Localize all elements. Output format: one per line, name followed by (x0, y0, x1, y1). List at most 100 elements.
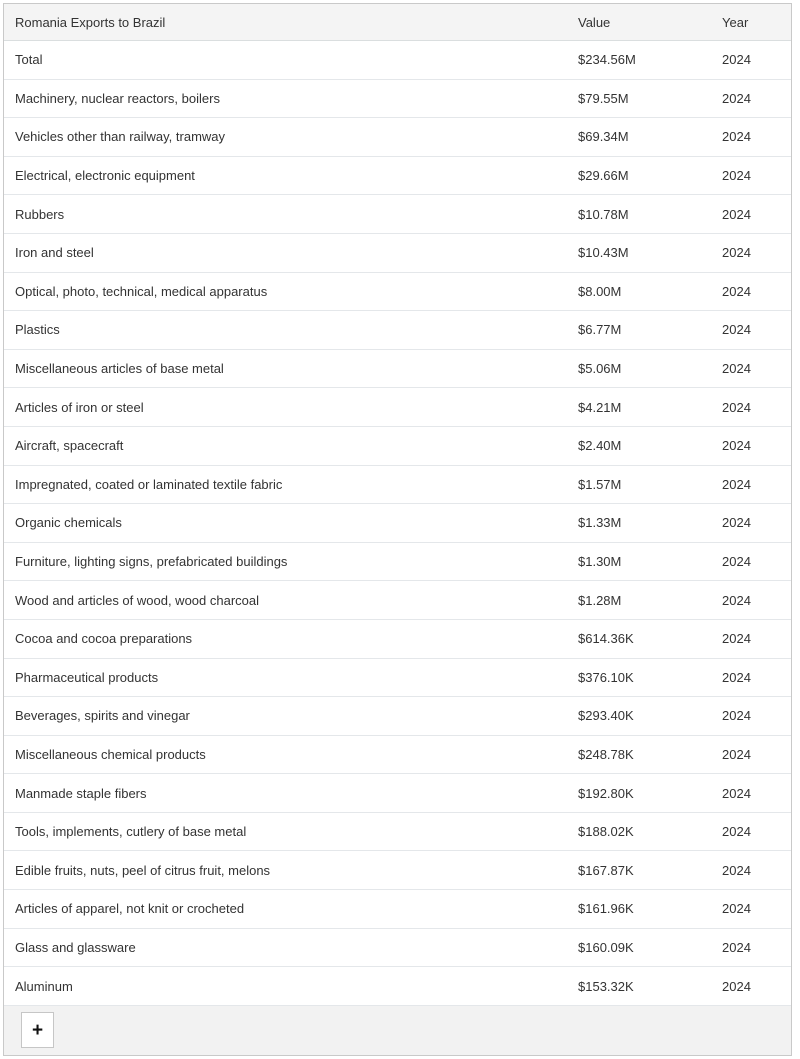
table-row: Machinery, nuclear reactors, boilers $79… (4, 79, 791, 119)
value-cell: $2.40M (578, 438, 622, 454)
product-label: Cocoa and cocoa preparations (15, 631, 193, 647)
product-label: Aluminum (15, 978, 73, 994)
product-label: Wood and articles of wood, wood charcoal (15, 592, 260, 608)
table-row: Impregnated, coated or laminated textile… (4, 465, 791, 505)
value-cell: $1.30M (578, 554, 622, 570)
year-cell: 2024 (722, 631, 751, 647)
year-cell: 2024 (722, 168, 751, 184)
year-cell: 2024 (722, 476, 751, 492)
value-cell: $1.33M (578, 515, 622, 531)
product-label: Articles of iron or steel (15, 399, 144, 415)
value-cell: $188.02K (578, 824, 634, 840)
table-row: Wood and articles of wood, wood charcoal… (4, 581, 791, 620)
value-cell: $8.00M (578, 283, 622, 299)
value-cell: $614.36K (578, 631, 634, 647)
table-row: Furniture, lighting signs, prefabricated… (4, 542, 791, 582)
table-row: Plastics $6.77M 2024 (4, 311, 791, 350)
table-row: Electrical, electronic equipment $29.66M… (4, 156, 791, 196)
year-cell: 2024 (722, 438, 751, 454)
product-label: Aircraft, spacecraft (15, 438, 124, 454)
year-cell: 2024 (722, 901, 751, 917)
table-title: Romania Exports to Brazil (15, 14, 166, 30)
year-cell: 2024 (722, 785, 751, 801)
value-cell: $5.06M (578, 361, 622, 377)
table-row: Aircraft, spacecraft $2.40M 2024 (4, 426, 791, 466)
column-header-value: Value (578, 14, 611, 30)
year-cell: 2024 (722, 52, 751, 68)
product-label: Optical, photo, technical, medical appar… (15, 283, 268, 299)
table-row: Optical, photo, technical, medical appar… (4, 272, 791, 312)
table-row: Manmade staple fibers $192.80K 2024 (4, 774, 791, 813)
table-footer: + (4, 1005, 791, 1055)
product-label: Manmade staple fibers (15, 785, 147, 801)
product-label: Beverages, spirits and vinegar (15, 708, 190, 724)
year-cell: 2024 (722, 554, 751, 570)
value-cell: $192.80K (578, 785, 634, 801)
table-row: Aluminum $153.32K 2024 (4, 967, 791, 1006)
value-cell: $10.78M (578, 206, 629, 222)
table-row: Iron and steel $10.43M 2024 (4, 233, 791, 273)
value-cell: $1.57M (578, 476, 622, 492)
year-cell: 2024 (722, 129, 751, 145)
year-cell: 2024 (722, 245, 751, 261)
product-label: Vehicles other than railway, tramway (15, 129, 226, 145)
product-label: Total (15, 52, 43, 68)
table-row: Miscellaneous chemical products $248.78K… (4, 735, 791, 775)
product-label: Furniture, lighting signs, prefabricated… (15, 554, 288, 570)
year-cell: 2024 (722, 746, 751, 762)
value-cell: $29.66M (578, 168, 629, 184)
table-row: Glass and glassware $160.09K 2024 (4, 928, 791, 968)
product-label: Plastics (15, 322, 60, 338)
year-cell: 2024 (722, 592, 751, 608)
year-cell: 2024 (722, 515, 751, 531)
table-row: Articles of apparel, not knit or crochet… (4, 890, 791, 929)
value-cell: $4.21M (578, 399, 622, 415)
product-label: Machinery, nuclear reactors, boilers (15, 90, 220, 106)
product-label: Tools, implements, cutlery of base metal (15, 824, 247, 840)
table-row: Cocoa and cocoa preparations $614.36K 20… (4, 619, 791, 659)
product-label: Articles of apparel, not knit or crochet… (15, 901, 245, 917)
product-label: Rubbers (15, 206, 65, 222)
value-cell: $293.40K (578, 708, 634, 724)
table-row: Vehicles other than railway, tramway $69… (4, 118, 791, 157)
year-cell: 2024 (722, 206, 751, 222)
product-label: Organic chemicals (15, 515, 122, 531)
product-label: Edible fruits, nuts, peel of citrus frui… (15, 862, 271, 878)
product-label: Pharmaceutical products (15, 669, 159, 685)
table-row: Articles of iron or steel $4.21M 2024 (4, 388, 791, 427)
year-cell: 2024 (722, 939, 751, 955)
column-header-year: Year (722, 14, 749, 30)
year-cell: 2024 (722, 824, 751, 840)
product-label: Miscellaneous chemical products (15, 746, 206, 762)
year-cell: 2024 (722, 978, 751, 994)
year-cell: 2024 (722, 862, 751, 878)
value-cell: $79.55M (578, 90, 629, 106)
year-cell: 2024 (722, 399, 751, 415)
year-cell: 2024 (722, 322, 751, 338)
product-label: Glass and glassware (15, 939, 136, 955)
product-label: Iron and steel (15, 245, 94, 261)
value-cell: $234.56M (578, 52, 636, 68)
year-cell: 2024 (722, 90, 751, 106)
table-row: Tools, implements, cutlery of base metal… (4, 812, 791, 852)
table-header-row: Romania Exports to Brazil Value Year (4, 4, 791, 41)
value-cell: $10.43M (578, 245, 629, 261)
year-cell: 2024 (722, 361, 751, 377)
table-row: Edible fruits, nuts, peel of citrus frui… (4, 851, 791, 891)
value-cell: $376.10K (578, 669, 634, 685)
value-cell: $69.34M (578, 129, 629, 145)
table-row: Rubbers $10.78M 2024 (4, 195, 791, 234)
value-cell: $6.77M (578, 322, 622, 338)
table-row: Miscellaneous articles of base metal $5.… (4, 349, 791, 389)
table-row: Organic chemicals $1.33M 2024 (4, 504, 791, 543)
table-row: Pharmaceutical products $376.10K 2024 (4, 658, 791, 698)
value-cell: $1.28M (578, 592, 622, 608)
add-button[interactable]: + (21, 1012, 54, 1049)
product-label: Miscellaneous articles of base metal (15, 361, 224, 377)
table-row: Total $234.56M 2024 (4, 41, 791, 80)
year-cell: 2024 (722, 708, 751, 724)
product-label: Electrical, electronic equipment (15, 168, 195, 184)
exports-table: Romania Exports to Brazil Value Year Tot… (3, 3, 792, 1056)
value-cell: $248.78K (578, 746, 634, 762)
